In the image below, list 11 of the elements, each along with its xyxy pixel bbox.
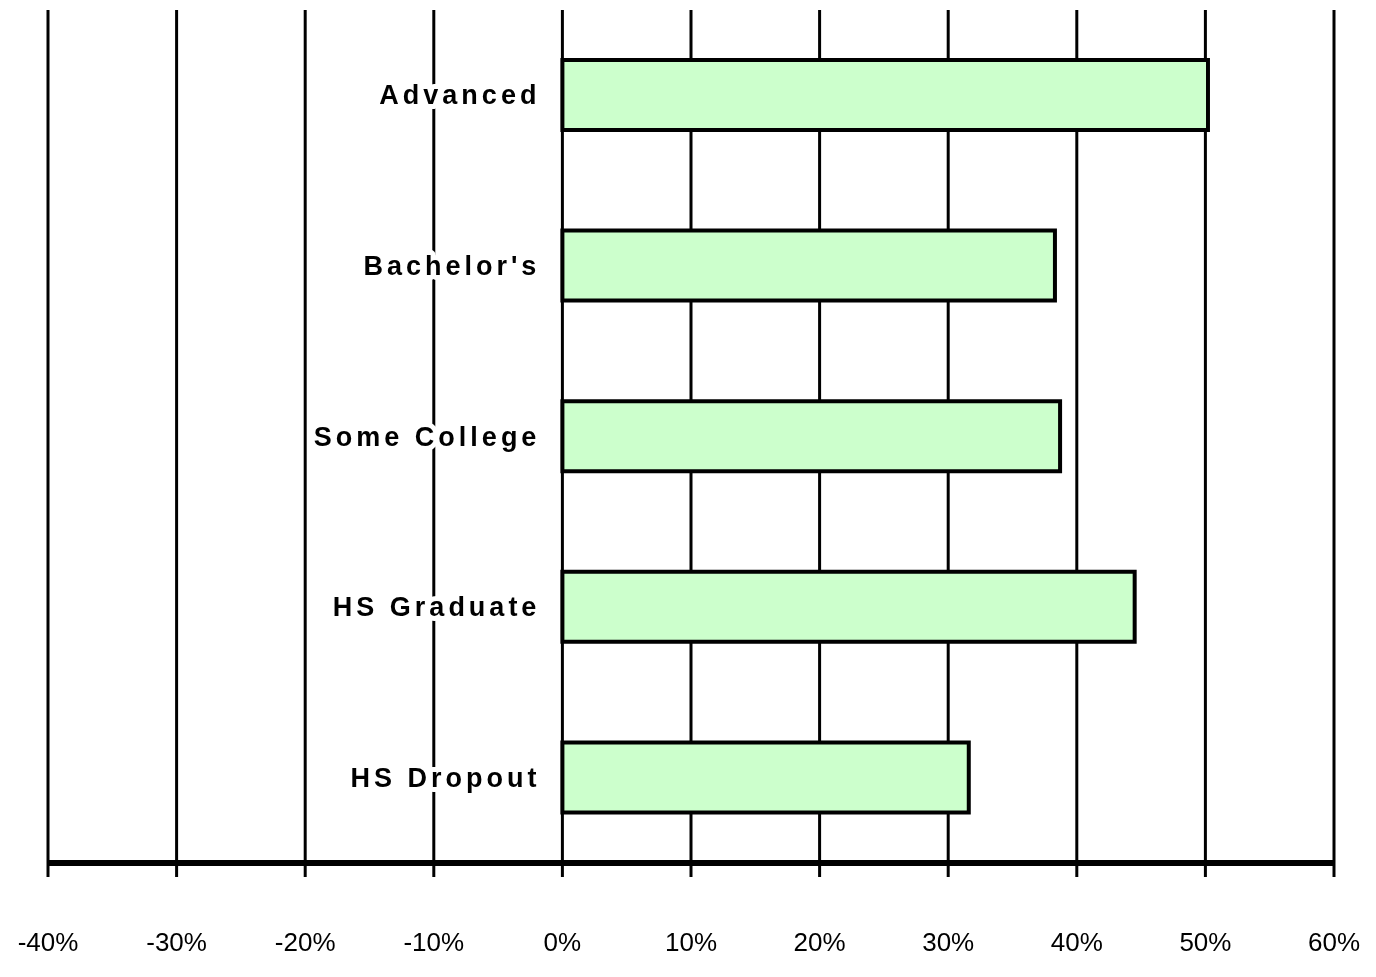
x-tick-label: -30% xyxy=(146,927,207,958)
x-tick-label: 0% xyxy=(543,927,582,958)
x-tick-label: -40% xyxy=(17,927,79,958)
x-tick-label: -10% xyxy=(403,927,465,958)
x-tick-label: 30% xyxy=(922,927,975,958)
x-tick-label: 50% xyxy=(1179,927,1232,958)
x-tick-label: 10% xyxy=(664,927,718,958)
x-tick-label: 20% xyxy=(793,927,846,958)
x-tick-label: 60% xyxy=(1307,927,1361,958)
x-tick-label: 40% xyxy=(1050,927,1103,958)
x-tick-label: -20% xyxy=(274,927,336,958)
